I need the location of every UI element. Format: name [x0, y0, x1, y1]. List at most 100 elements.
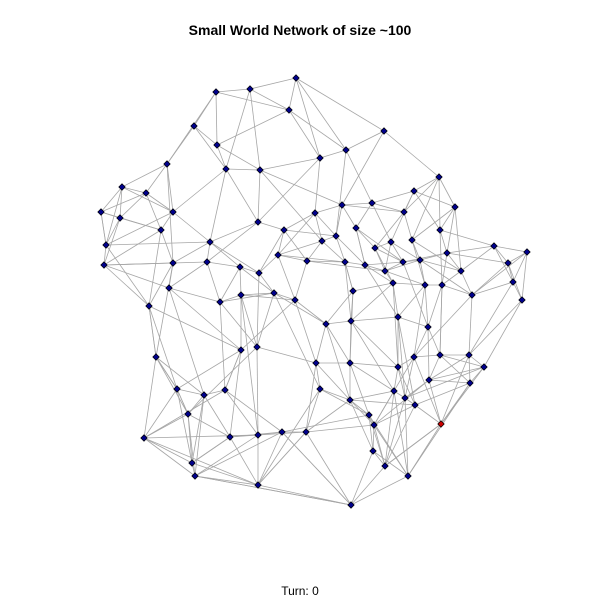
network-edge: [121, 186, 147, 194]
network-edge: [249, 77, 297, 90]
network-node: [213, 141, 221, 149]
network-edge: [483, 299, 523, 368]
network-edge: [305, 424, 375, 433]
network-edge: [187, 394, 205, 415]
network-node: [118, 183, 126, 191]
network-node: [480, 363, 488, 371]
network-node: [338, 201, 346, 209]
network-edge: [521, 251, 528, 301]
network-edge: [209, 241, 241, 268]
network-node: [411, 401, 419, 409]
network-edge: [277, 254, 346, 263]
network-node: [410, 187, 418, 195]
network-edge: [321, 240, 346, 263]
network-node: [169, 259, 177, 267]
network-edge: [493, 245, 514, 283]
network-edge: [368, 414, 374, 452]
network-node: [206, 238, 214, 246]
network-edge: [191, 436, 231, 464]
network-edge: [105, 244, 150, 307]
network-edge: [315, 362, 321, 390]
network-edge: [194, 434, 259, 477]
network-node: [389, 279, 397, 287]
network-edge: [172, 168, 227, 213]
network-edge: [168, 287, 242, 351]
network-edge: [344, 261, 366, 266]
network-node: [465, 351, 473, 359]
network-edge: [446, 252, 462, 272]
network-edge: [288, 109, 347, 151]
network-edge: [283, 212, 316, 231]
network-edge: [411, 206, 456, 241]
network-edge: [294, 299, 317, 364]
network-edge: [257, 157, 321, 223]
network-node: [424, 323, 432, 331]
network-edge: [413, 356, 442, 425]
network-edge: [419, 259, 473, 296]
network-edge: [143, 437, 196, 477]
network-node: [152, 353, 160, 361]
turn-label: Turn: 0: [281, 584, 319, 598]
network-edge: [103, 264, 170, 289]
network-edge: [277, 254, 308, 262]
network-edge: [240, 292, 275, 296]
network-edge: [305, 362, 317, 433]
network-edge: [372, 450, 386, 467]
network-node: [425, 376, 433, 384]
network-edge: [392, 282, 426, 286]
network-node: [302, 428, 310, 436]
network-node: [369, 447, 377, 455]
network-edge: [191, 394, 205, 464]
network-edge: [397, 356, 415, 368]
network-edge: [295, 77, 321, 159]
network-edge: [413, 354, 441, 358]
network-edge: [427, 326, 430, 381]
network-edge: [384, 259, 421, 272]
network-edge: [335, 235, 366, 266]
network-edge: [215, 91, 290, 111]
network-edge: [350, 450, 374, 506]
network-node: [322, 320, 330, 328]
network-node: [399, 258, 407, 266]
network-edge: [493, 245, 528, 253]
network-edge: [397, 284, 426, 318]
network-edge: [103, 217, 121, 266]
network-edge: [314, 212, 337, 237]
network-edge: [404, 366, 485, 399]
network-edge: [294, 260, 308, 301]
network-edge: [384, 404, 416, 467]
network-edge: [187, 346, 258, 415]
network-node: [466, 379, 474, 387]
network-edge: [335, 235, 346, 263]
network-node: [254, 481, 262, 489]
network-edge: [100, 192, 147, 213]
network-edge: [384, 270, 426, 286]
network-node: [222, 165, 230, 173]
network-node: [163, 160, 171, 168]
network-edge: [392, 282, 399, 368]
network-edge: [413, 284, 426, 358]
network-edge: [468, 281, 514, 356]
network-edge: [414, 382, 471, 406]
network-edge: [249, 88, 261, 171]
network-edge: [350, 316, 399, 322]
network-edge: [413, 190, 441, 231]
network-edge: [160, 229, 174, 264]
network-edge: [121, 186, 174, 213]
network-edge: [397, 316, 406, 399]
network-edge: [371, 190, 415, 204]
network-edge: [216, 144, 227, 170]
network-edge: [441, 284, 473, 296]
network-edge: [240, 294, 258, 348]
network-node: [270, 289, 278, 297]
network-edge: [219, 292, 275, 303]
network-node: [303, 257, 311, 265]
network-node: [342, 146, 350, 154]
network-edge: [148, 305, 178, 390]
network-edge: [155, 356, 189, 415]
network-edge: [257, 431, 307, 486]
network-node: [254, 218, 262, 226]
network-node: [165, 284, 173, 292]
network-edge: [373, 379, 430, 426]
plot-title: Small World Network of size ~100: [188, 22, 412, 38]
